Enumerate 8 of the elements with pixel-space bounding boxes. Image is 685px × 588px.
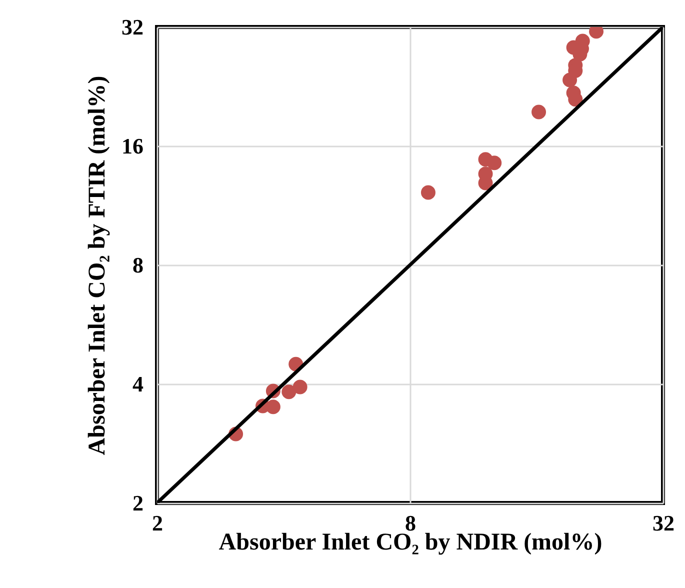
x-tick-label: 32 [652, 510, 674, 536]
y-tick-label: 2 [132, 490, 144, 516]
y-tick-label: 8 [132, 252, 144, 278]
x-tick-label: 2 [152, 510, 163, 536]
y-axis-title: Absorber Inlet CO₂ by FTIR (mol%) [84, 76, 110, 456]
y-tick-label: 4 [132, 372, 144, 396]
y-tick-label: 16 [122, 134, 144, 158]
y-tick-label: 32 [122, 14, 144, 40]
